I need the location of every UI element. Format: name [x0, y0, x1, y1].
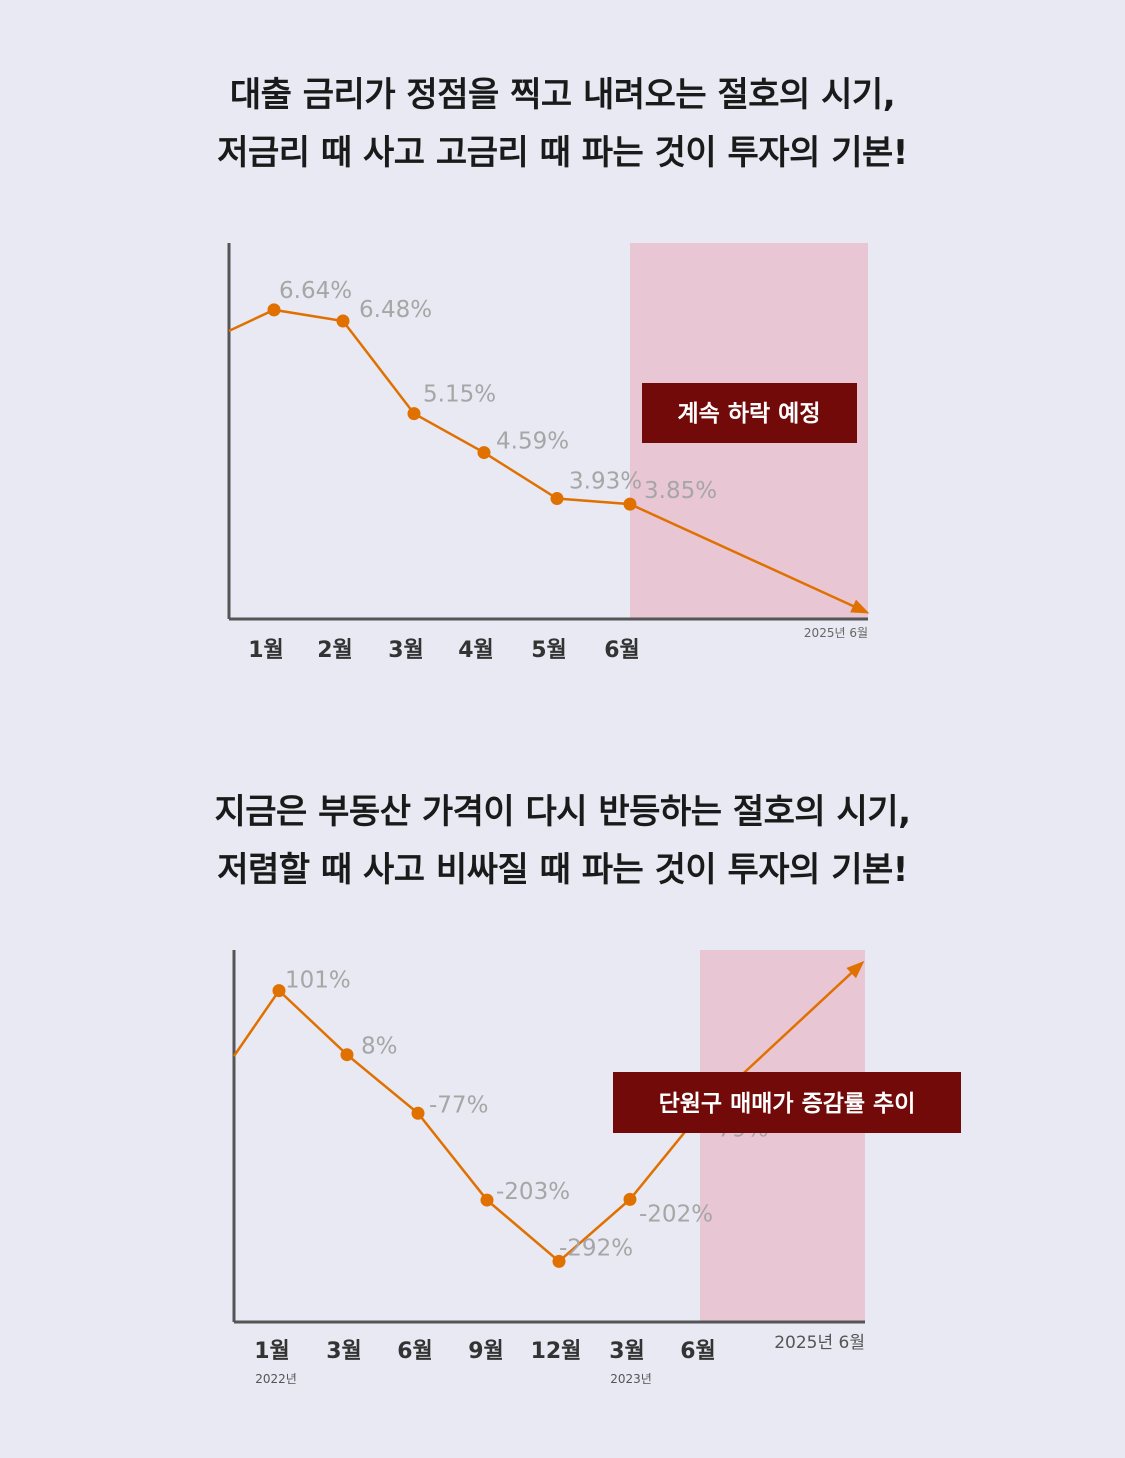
price-change-chart: 101% 1월 2022년 8% 3월 -77% 6월 -203% 9월 -292% 12월 -202…: [232, 950, 961, 1386]
data-point: [477, 446, 491, 460]
series-line: [228, 308, 865, 613]
data-point: [267, 303, 281, 317]
end-date-label: 2025년 6월: [774, 1333, 865, 1353]
value-label: -202%: [639, 1201, 713, 1227]
x-tick-label: 3월: [609, 1339, 645, 1364]
x-tick-label: 5월: [531, 638, 567, 663]
trend-arrow-head: [850, 599, 870, 614]
x-tick-label: 4월: [458, 638, 494, 663]
data-point: [623, 1192, 637, 1206]
year-label: 2023년: [610, 1372, 652, 1386]
data-point: [340, 1048, 354, 1062]
value-label: 3.85%: [644, 478, 717, 504]
x-tick-label: 1월: [254, 1339, 290, 1364]
data-point: [336, 314, 350, 328]
value-label: 8%: [361, 1034, 398, 1060]
headline-2: 지금은 부동산 가격이 다시 반등하는 절호의 시기, 저렴할 때 사고 비싸질…: [0, 783, 1125, 899]
headline-1: 대출 금리가 정점을 찍고 내려오는 절호의 시기, 저금리 때 사고 고금리 …: [0, 66, 1125, 182]
data-point: [407, 407, 421, 421]
value-label: -77%: [429, 1092, 488, 1118]
value-label: 6.64%: [279, 278, 352, 304]
annotation-box: [642, 383, 857, 443]
annotation-text: 계속 하락 예정: [678, 401, 821, 427]
headline-2-line-1: 지금은 부동산 가격이 다시 반등하는 절호의 시기,: [214, 792, 911, 832]
x-tick-label: 3월: [388, 638, 424, 663]
forecast-highlight: [700, 950, 865, 1322]
value-label: 5.15%: [423, 382, 496, 408]
value-label: 4.59%: [496, 429, 569, 455]
value-label: 3.93%: [569, 469, 642, 495]
value-label: 101%: [285, 968, 351, 994]
value-label: 6.48%: [359, 297, 432, 323]
data-point: [623, 497, 637, 511]
x-tick-label: 6월: [397, 1339, 433, 1364]
trend-arrow-head: [846, 960, 865, 979]
end-date-label: 2025년 6월: [804, 626, 868, 640]
x-tick-label: 6월: [604, 638, 640, 663]
x-tick-label: 9월: [468, 1339, 504, 1364]
x-tick-label: 2월: [317, 638, 353, 663]
data-point: [272, 984, 286, 998]
data-point: [550, 492, 564, 506]
data-point: [552, 1254, 566, 1268]
headline-1-line-2: 저금리 때 사고 고금리 때 파는 것이 투자의 기본!: [217, 133, 908, 173]
data-point: [480, 1193, 494, 1207]
headline-2-line-2: 저렴할 때 사고 비싸질 때 파는 것이 투자의 기본!: [217, 850, 908, 890]
x-tick-label: 12월: [531, 1339, 582, 1364]
x-tick-label: 3월: [326, 1339, 362, 1364]
headline-1-line-1: 대출 금리가 정점을 찍고 내려오는 절호의 시기,: [229, 75, 896, 115]
x-tick-label: 1월: [248, 638, 284, 663]
value-label: -203%: [496, 1179, 570, 1205]
data-point: [411, 1106, 425, 1120]
value-label: -292%: [559, 1235, 633, 1261]
x-tick-label: 6월: [680, 1339, 716, 1364]
year-label: 2022년: [255, 1372, 297, 1386]
interest-rate-chart: 6.64% 1월 6.48% 2월 5.15% 3월 4.59% 4월 3.93% 5월 3.85%…: [227, 243, 870, 663]
annotation-text: 단원구 매매가 증감률 추이: [659, 1091, 916, 1117]
annotation-box: [613, 1072, 961, 1133]
